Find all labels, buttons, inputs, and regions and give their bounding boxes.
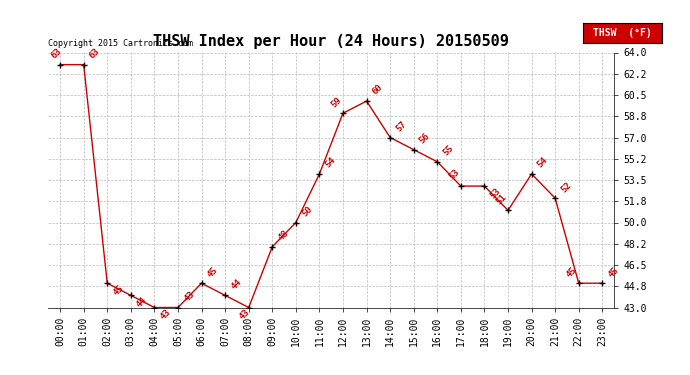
Text: 53: 53 bbox=[489, 186, 502, 200]
Text: 45: 45 bbox=[607, 265, 620, 279]
Text: 55: 55 bbox=[442, 144, 455, 158]
Text: 45: 45 bbox=[111, 283, 126, 297]
Text: 63: 63 bbox=[88, 46, 102, 60]
Text: 63: 63 bbox=[49, 46, 63, 60]
Text: 52: 52 bbox=[560, 180, 573, 194]
Text: 51: 51 bbox=[494, 192, 508, 206]
Text: 45: 45 bbox=[565, 265, 579, 279]
Text: Copyright 2015 Cartronics.com: Copyright 2015 Cartronics.com bbox=[48, 39, 193, 48]
Text: 54: 54 bbox=[535, 156, 550, 170]
Text: 43: 43 bbox=[237, 308, 252, 321]
Text: 60: 60 bbox=[371, 83, 385, 97]
Text: 44: 44 bbox=[229, 277, 244, 291]
Text: 57: 57 bbox=[394, 119, 408, 134]
Text: 43: 43 bbox=[182, 290, 196, 303]
Title: THSW Index per Hour (24 Hours) 20150509: THSW Index per Hour (24 Hours) 20150509 bbox=[153, 33, 509, 48]
Text: 44: 44 bbox=[135, 295, 149, 309]
Text: THSW  (°F): THSW (°F) bbox=[593, 28, 652, 38]
Text: 53: 53 bbox=[447, 168, 461, 182]
Text: 54: 54 bbox=[324, 156, 337, 170]
Text: 45: 45 bbox=[206, 265, 219, 279]
Text: 56: 56 bbox=[418, 132, 432, 146]
Text: 48: 48 bbox=[277, 229, 290, 243]
Text: 59: 59 bbox=[329, 95, 343, 109]
Text: 50: 50 bbox=[300, 204, 314, 218]
Text: 43: 43 bbox=[159, 308, 172, 321]
